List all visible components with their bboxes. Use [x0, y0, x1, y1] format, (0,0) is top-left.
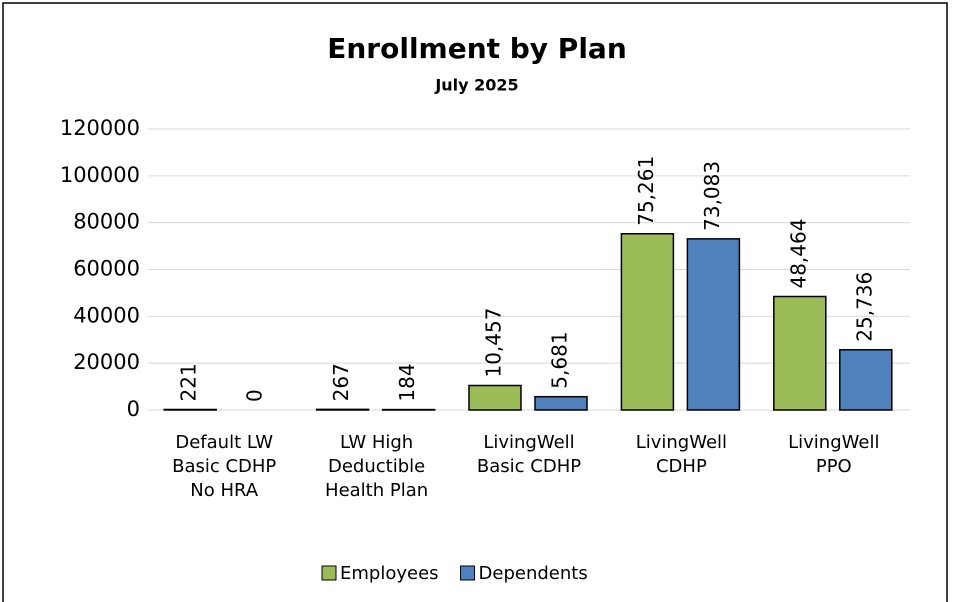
bar [686, 238, 741, 411]
x-tick-label-line: LivingWell [636, 432, 727, 453]
x-tick-label-line: LW High [340, 432, 413, 453]
x-tick-label-line: LivingWell [483, 432, 574, 453]
value-label: 73,083 [700, 161, 724, 231]
legend-swatch [321, 565, 337, 581]
x-tick-label: LivingWell Basic CDHP [477, 432, 581, 477]
y-tick-label: 120000 [60, 116, 140, 140]
value-label: 0 [243, 389, 267, 402]
legend-label: Dependents [479, 563, 588, 584]
y-tick-label: 80000 [73, 210, 140, 234]
y-tick-label: 20000 [73, 350, 140, 374]
value-label: 221 [177, 363, 201, 401]
x-tick-label: LivingWell PPO [788, 432, 879, 477]
value-label: 10,457 [482, 308, 506, 378]
x-tick-label: Default LW Basic CDHP No HRA [172, 432, 276, 501]
bar [468, 384, 522, 411]
y-tick-label: 40000 [73, 303, 140, 327]
x-tick-label-line: Default LW [175, 432, 273, 453]
y-tick-label: 60000 [73, 257, 140, 281]
bar [163, 408, 217, 411]
x-tick-label: LivingWell CDHP [636, 432, 727, 477]
x-tick-label-line: PPO [816, 456, 852, 477]
legend-swatch [460, 565, 476, 581]
x-tick-label-line: LivingWell [788, 432, 879, 453]
value-label: 25,736 [852, 272, 876, 342]
value-label: 267 [329, 363, 353, 401]
x-tick-label-line: CDHP [656, 456, 707, 477]
x-tick-label-line: Basic CDHP [477, 456, 581, 477]
value-label: 184 [395, 363, 419, 401]
value-label: 75,261 [634, 156, 658, 226]
x-tick-label: LW High Deductible Health Plan [325, 432, 428, 501]
chart-title: Enrollment by Plan [327, 32, 627, 65]
x-tick-label-line: Basic CDHP [172, 456, 276, 477]
legend-label: Employees [340, 563, 439, 584]
x-tick-label-line: No HRA [190, 480, 259, 501]
x-tick-label-line: Deductible [328, 456, 425, 477]
bar [534, 395, 588, 411]
y-tick-label: 0 [127, 397, 140, 421]
x-tick-label-line: Health Plan [325, 480, 428, 501]
y-tick-label: 100000 [60, 163, 140, 187]
value-label: 5,681 [548, 331, 572, 388]
chart-subtitle: July 2025 [434, 76, 518, 95]
bar [315, 408, 370, 411]
bar [773, 295, 827, 411]
value-label: 48,464 [786, 219, 810, 289]
bar [620, 233, 675, 411]
bar [839, 348, 893, 411]
